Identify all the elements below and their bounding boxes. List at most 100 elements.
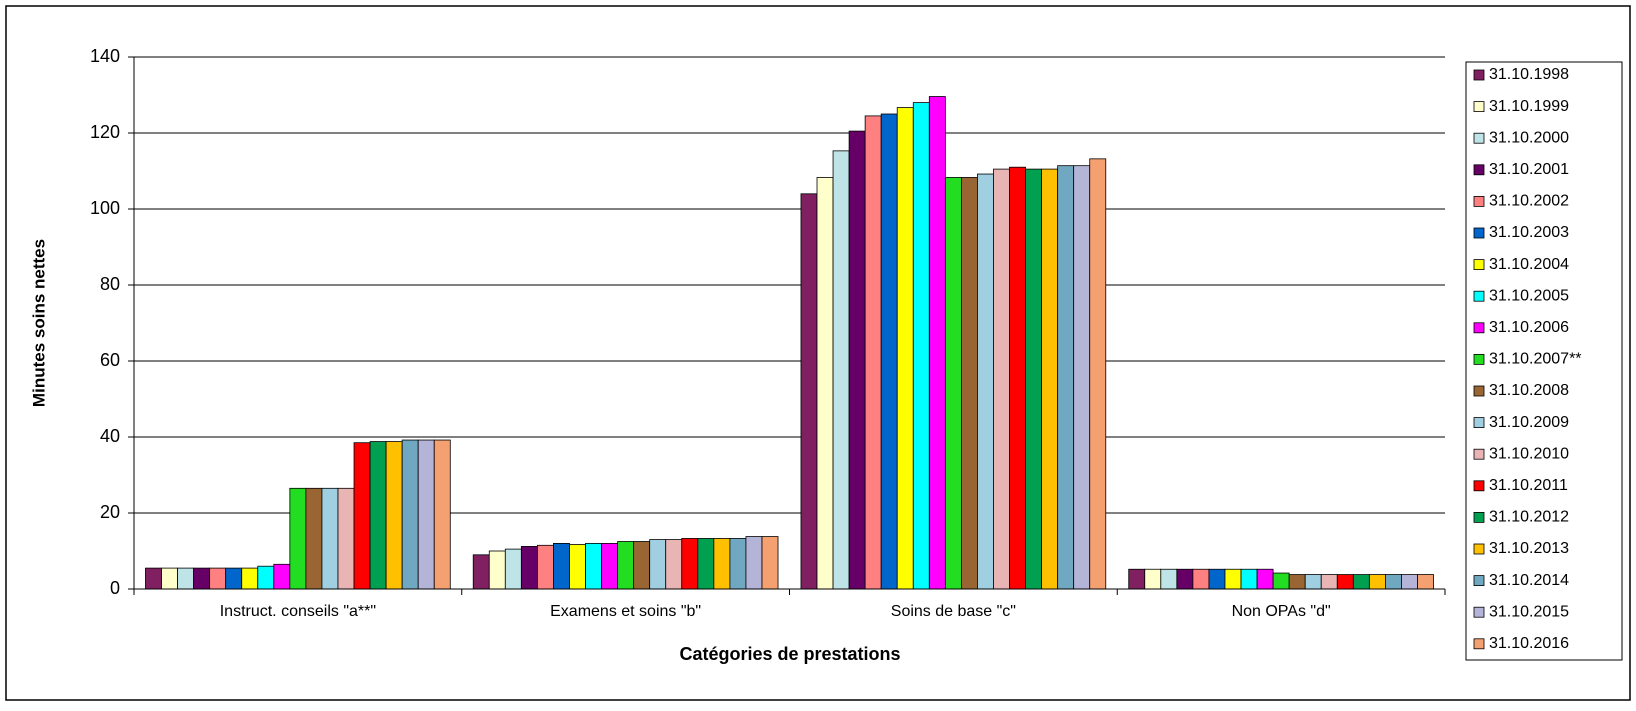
bar (353, 442, 371, 590)
y-tick-label: 0 (110, 578, 120, 598)
bar (848, 130, 866, 590)
bar (553, 543, 570, 590)
legend-box (1465, 61, 1623, 661)
bar (1176, 568, 1194, 590)
x-tick-label: Examens et soins "b" (550, 603, 701, 620)
bar (1160, 568, 1178, 590)
legend-label: 31.10.2010 (1489, 445, 1569, 462)
legend-label: 31.10.2004 (1489, 256, 1569, 273)
bar (161, 567, 178, 590)
bar (1144, 568, 1162, 590)
bar (337, 487, 355, 590)
bar (1320, 574, 1338, 590)
bar (601, 543, 619, 590)
legend-label: 31.10.2009 (1489, 414, 1569, 431)
legend-swatch (1473, 164, 1485, 176)
y-tick-label: 140 (90, 46, 120, 66)
bar (1089, 158, 1107, 590)
legend-label: 31.10.2013 (1489, 540, 1569, 557)
bar (385, 441, 403, 590)
bar (488, 550, 506, 590)
bar (617, 541, 635, 590)
bar (520, 546, 538, 590)
bar (321, 487, 339, 590)
y-tick-label: 120 (90, 122, 120, 142)
legend-label: 31.10.2011 (1489, 477, 1568, 494)
bar (241, 567, 259, 590)
bar (1128, 568, 1146, 590)
legend-swatch (1473, 290, 1485, 302)
bar (832, 150, 850, 590)
bar (585, 543, 602, 590)
legend-label: 31.10.2012 (1489, 509, 1569, 526)
legend-swatch (1473, 101, 1485, 112)
bar (305, 487, 323, 590)
bar (1208, 568, 1226, 590)
y-tick-label: 100 (90, 198, 120, 218)
legend-swatch (1473, 638, 1485, 650)
legend-swatch (1473, 448, 1485, 460)
legend-swatch (1473, 132, 1485, 144)
bar (944, 177, 962, 590)
bar (1240, 568, 1258, 590)
bar (977, 173, 994, 590)
y-tick-label: 80 (100, 274, 120, 294)
bar (1256, 568, 1274, 590)
legend-swatch (1473, 543, 1485, 555)
y-tick-label: 60 (100, 350, 120, 370)
legend-label: 31.10.1998 (1489, 66, 1569, 83)
bar (209, 567, 227, 590)
legend-label: 31.10.2005 (1489, 287, 1569, 304)
bar (761, 536, 779, 590)
bar (649, 539, 667, 590)
legend-swatch (1473, 417, 1485, 429)
bar (880, 113, 898, 590)
x-tick-label: Soins de base "c" (891, 603, 1016, 620)
bar (1041, 168, 1059, 590)
legend-swatch (1473, 385, 1485, 397)
legend-label: 31.10.2015 (1489, 603, 1569, 620)
bar (193, 567, 211, 590)
bar (289, 487, 307, 590)
bar (145, 567, 162, 590)
bar (177, 567, 194, 590)
legend-label: 31.10.2002 (1489, 193, 1569, 210)
legend-label: 31.10.2014 (1489, 572, 1569, 589)
legend-label: 31.10.2007** (1489, 351, 1582, 368)
bar (816, 177, 834, 590)
y-tick-label: 40 (100, 426, 120, 446)
bar (713, 538, 731, 590)
bar (225, 567, 243, 590)
legend-swatch (1473, 480, 1485, 492)
bar (1352, 574, 1370, 590)
bar (1304, 574, 1322, 590)
bar (896, 107, 914, 590)
bar (633, 541, 651, 590)
bar (745, 536, 763, 590)
x-tick-label: Non OPAs "d" (1232, 603, 1331, 620)
bar (569, 544, 586, 590)
bar (665, 539, 683, 590)
bar (433, 439, 451, 590)
bar (1288, 574, 1306, 590)
bar (1192, 568, 1210, 590)
bar (864, 115, 882, 590)
legend-swatch (1473, 606, 1485, 618)
bar (257, 565, 275, 590)
legend-label: 31.10.2001 (1489, 161, 1569, 178)
bar (1417, 574, 1434, 590)
legend-swatch (1473, 69, 1485, 81)
bar (1009, 166, 1026, 590)
bar (536, 544, 554, 590)
legend-swatch (1473, 195, 1485, 207)
bar (912, 102, 930, 590)
bar (1057, 165, 1075, 590)
bar (504, 548, 522, 590)
bar (800, 193, 818, 590)
x-tick-label: Instruct. conseils "a**" (220, 603, 376, 620)
bar (417, 439, 435, 590)
legend-swatch (1473, 512, 1485, 523)
bar (960, 177, 978, 590)
bar (697, 538, 715, 590)
